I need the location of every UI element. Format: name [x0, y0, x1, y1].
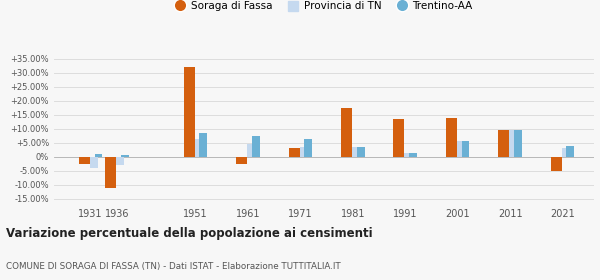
Bar: [446, 118, 457, 157]
Text: COMUNE DI SORAGA DI FASSA (TN) - Dati ISTAT - Elaborazione TUTTITALIA.IT: COMUNE DI SORAGA DI FASSA (TN) - Dati IS…: [6, 262, 341, 271]
Bar: [352, 147, 360, 157]
Bar: [199, 133, 208, 157]
Bar: [247, 144, 255, 157]
Text: Variazione percentuale della popolazione ai censimenti: Variazione percentuale della popolazione…: [6, 227, 373, 240]
Bar: [184, 67, 195, 157]
Bar: [562, 148, 569, 157]
Bar: [236, 157, 247, 164]
Bar: [357, 147, 365, 157]
Bar: [551, 157, 562, 171]
Bar: [409, 153, 417, 157]
Bar: [461, 141, 469, 157]
Bar: [195, 139, 203, 157]
Legend: Soraga di Fassa, Provincia di TN, Trentino-AA: Soraga di Fassa, Provincia di TN, Trenti…: [171, 0, 477, 16]
Bar: [95, 154, 103, 157]
Bar: [304, 139, 312, 157]
Bar: [289, 148, 299, 157]
Bar: [79, 157, 90, 164]
Bar: [105, 157, 116, 188]
Bar: [341, 108, 352, 157]
Bar: [90, 157, 98, 168]
Bar: [121, 155, 129, 157]
Bar: [509, 130, 517, 157]
Bar: [457, 141, 465, 157]
Bar: [116, 157, 124, 165]
Bar: [499, 130, 509, 157]
Bar: [252, 136, 260, 157]
Bar: [299, 147, 307, 157]
Bar: [566, 146, 574, 157]
Bar: [394, 119, 404, 157]
Bar: [404, 153, 412, 157]
Bar: [514, 130, 522, 157]
